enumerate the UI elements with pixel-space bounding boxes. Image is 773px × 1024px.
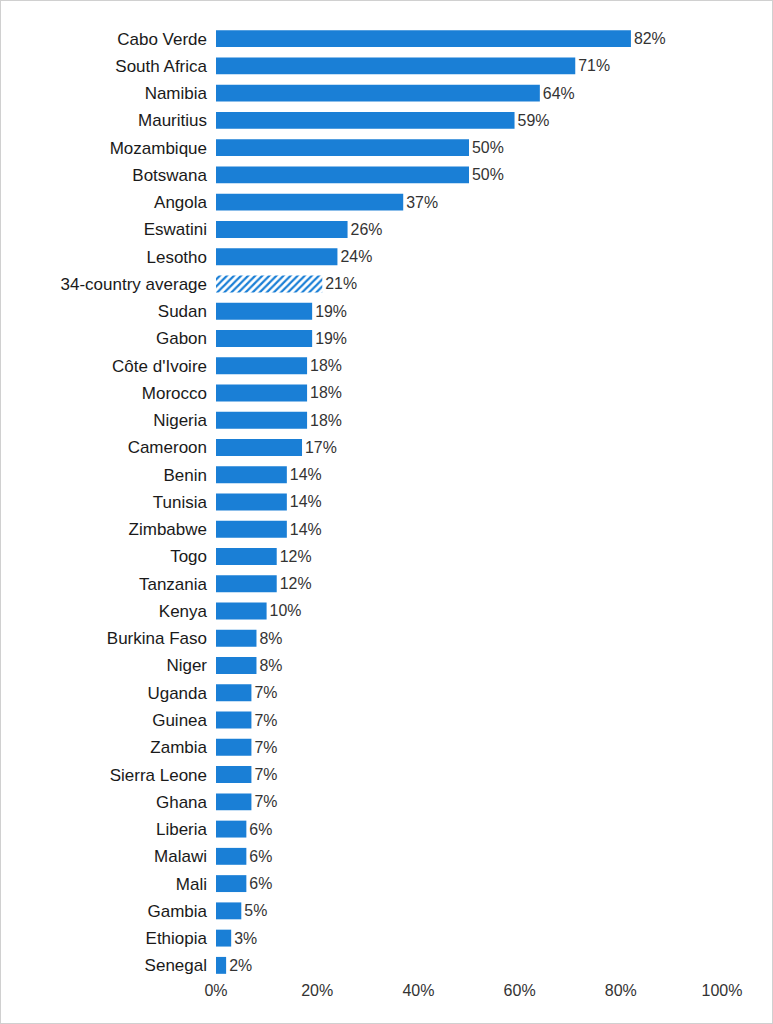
svg-text:7%: 7%: [254, 684, 277, 701]
svg-text:Ethiopia: Ethiopia: [146, 929, 208, 948]
svg-text:50%: 50%: [472, 166, 504, 183]
svg-text:18%: 18%: [310, 357, 342, 374]
svg-text:Sierra Leone: Sierra Leone: [110, 766, 207, 785]
svg-text:60%: 60%: [504, 982, 536, 999]
svg-text:Gabon: Gabon: [156, 329, 207, 348]
svg-text:Gambia: Gambia: [147, 902, 207, 921]
svg-text:19%: 19%: [315, 330, 347, 347]
svg-text:Ghana: Ghana: [156, 793, 208, 812]
svg-text:82%: 82%: [634, 30, 666, 47]
svg-text:Tunisia: Tunisia: [153, 493, 208, 512]
svg-text:2%: 2%: [229, 957, 252, 974]
svg-text:Sudan: Sudan: [158, 302, 207, 321]
svg-text:Cabo Verde: Cabo Verde: [117, 30, 207, 49]
svg-text:South Africa: South Africa: [115, 57, 207, 76]
svg-text:Niger: Niger: [166, 656, 207, 675]
svg-text:Eswatini: Eswatini: [144, 220, 207, 239]
svg-text:8%: 8%: [259, 630, 282, 647]
svg-text:7%: 7%: [254, 739, 277, 756]
svg-text:18%: 18%: [310, 384, 342, 401]
svg-text:40%: 40%: [402, 982, 434, 999]
svg-text:80%: 80%: [605, 982, 637, 999]
svg-text:10%: 10%: [270, 602, 302, 619]
svg-text:Kenya: Kenya: [159, 602, 208, 621]
svg-text:Côte d'Ivoire: Côte d'Ivoire: [112, 357, 207, 376]
svg-text:26%: 26%: [351, 221, 383, 238]
svg-text:Morocco: Morocco: [142, 384, 207, 403]
svg-text:Mauritius: Mauritius: [138, 111, 207, 130]
svg-text:Namibia: Namibia: [145, 84, 208, 103]
svg-text:7%: 7%: [254, 793, 277, 810]
svg-text:3%: 3%: [234, 930, 257, 947]
svg-text:7%: 7%: [254, 766, 277, 783]
svg-text:100%: 100%: [702, 982, 743, 999]
svg-text:Senegal: Senegal: [145, 956, 207, 975]
svg-text:Mozambique: Mozambique: [110, 139, 207, 158]
svg-text:5%: 5%: [244, 902, 267, 919]
svg-text:12%: 12%: [280, 548, 312, 565]
svg-text:Cameroon: Cameroon: [128, 438, 207, 457]
svg-text:Uganda: Uganda: [147, 684, 207, 703]
svg-text:24%: 24%: [340, 248, 372, 265]
svg-text:6%: 6%: [249, 821, 272, 838]
svg-text:Nigeria: Nigeria: [153, 411, 207, 430]
svg-text:Tanzania: Tanzania: [139, 575, 208, 594]
svg-text:19%: 19%: [315, 303, 347, 320]
svg-text:37%: 37%: [406, 194, 438, 211]
svg-text:6%: 6%: [249, 848, 272, 865]
svg-text:14%: 14%: [290, 521, 322, 538]
svg-text:64%: 64%: [543, 85, 575, 102]
svg-text:8%: 8%: [259, 657, 282, 674]
svg-text:34-country average: 34-country average: [61, 275, 207, 294]
svg-text:12%: 12%: [280, 575, 312, 592]
svg-text:Guinea: Guinea: [152, 711, 207, 730]
svg-text:20%: 20%: [301, 982, 333, 999]
svg-text:7%: 7%: [254, 712, 277, 729]
svg-text:0%: 0%: [204, 982, 227, 999]
svg-text:71%: 71%: [578, 57, 610, 74]
svg-text:Zimbabwe: Zimbabwe: [129, 520, 207, 539]
svg-text:14%: 14%: [290, 493, 322, 510]
svg-text:Liberia: Liberia: [156, 820, 208, 839]
svg-text:14%: 14%: [290, 466, 322, 483]
svg-text:Mali: Mali: [176, 875, 207, 894]
svg-text:Burkina Faso: Burkina Faso: [107, 629, 207, 648]
svg-text:50%: 50%: [472, 139, 504, 156]
svg-text:Togo: Togo: [170, 547, 207, 566]
svg-text:Zambia: Zambia: [150, 738, 207, 757]
svg-text:21%: 21%: [325, 275, 357, 292]
svg-text:59%: 59%: [518, 112, 550, 129]
svg-text:17%: 17%: [305, 439, 337, 456]
svg-text:Malawi: Malawi: [154, 847, 207, 866]
svg-text:Benin: Benin: [164, 466, 207, 485]
svg-text:18%: 18%: [310, 412, 342, 429]
svg-text:Botswana: Botswana: [132, 166, 207, 185]
svg-text:Angola: Angola: [154, 193, 207, 212]
svg-text:Lesotho: Lesotho: [147, 248, 208, 267]
svg-text:6%: 6%: [249, 875, 272, 892]
